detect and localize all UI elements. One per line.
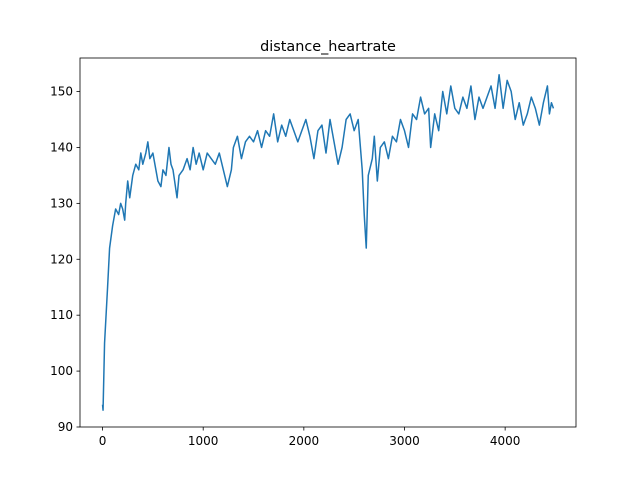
- x-tick-label: 1000: [188, 434, 219, 448]
- y-tick-label: 150: [50, 85, 73, 99]
- y-tick-label: 110: [50, 308, 73, 322]
- y-tick-label: 140: [50, 140, 73, 154]
- axes-frame: [79, 57, 577, 428]
- x-tick-label: 3000: [389, 434, 420, 448]
- x-tick-label: 2000: [289, 434, 320, 448]
- y-tick-label: 100: [50, 364, 73, 378]
- y-tick-label: 90: [58, 420, 73, 434]
- y-tick-label: 130: [50, 196, 73, 210]
- x-tick-label: 4000: [490, 434, 521, 448]
- chart-title: distance_heartrate: [260, 39, 396, 55]
- x-tick-label: 0: [99, 434, 107, 448]
- data-line: [101, 74, 555, 411]
- y-tick-label: 120: [50, 252, 73, 266]
